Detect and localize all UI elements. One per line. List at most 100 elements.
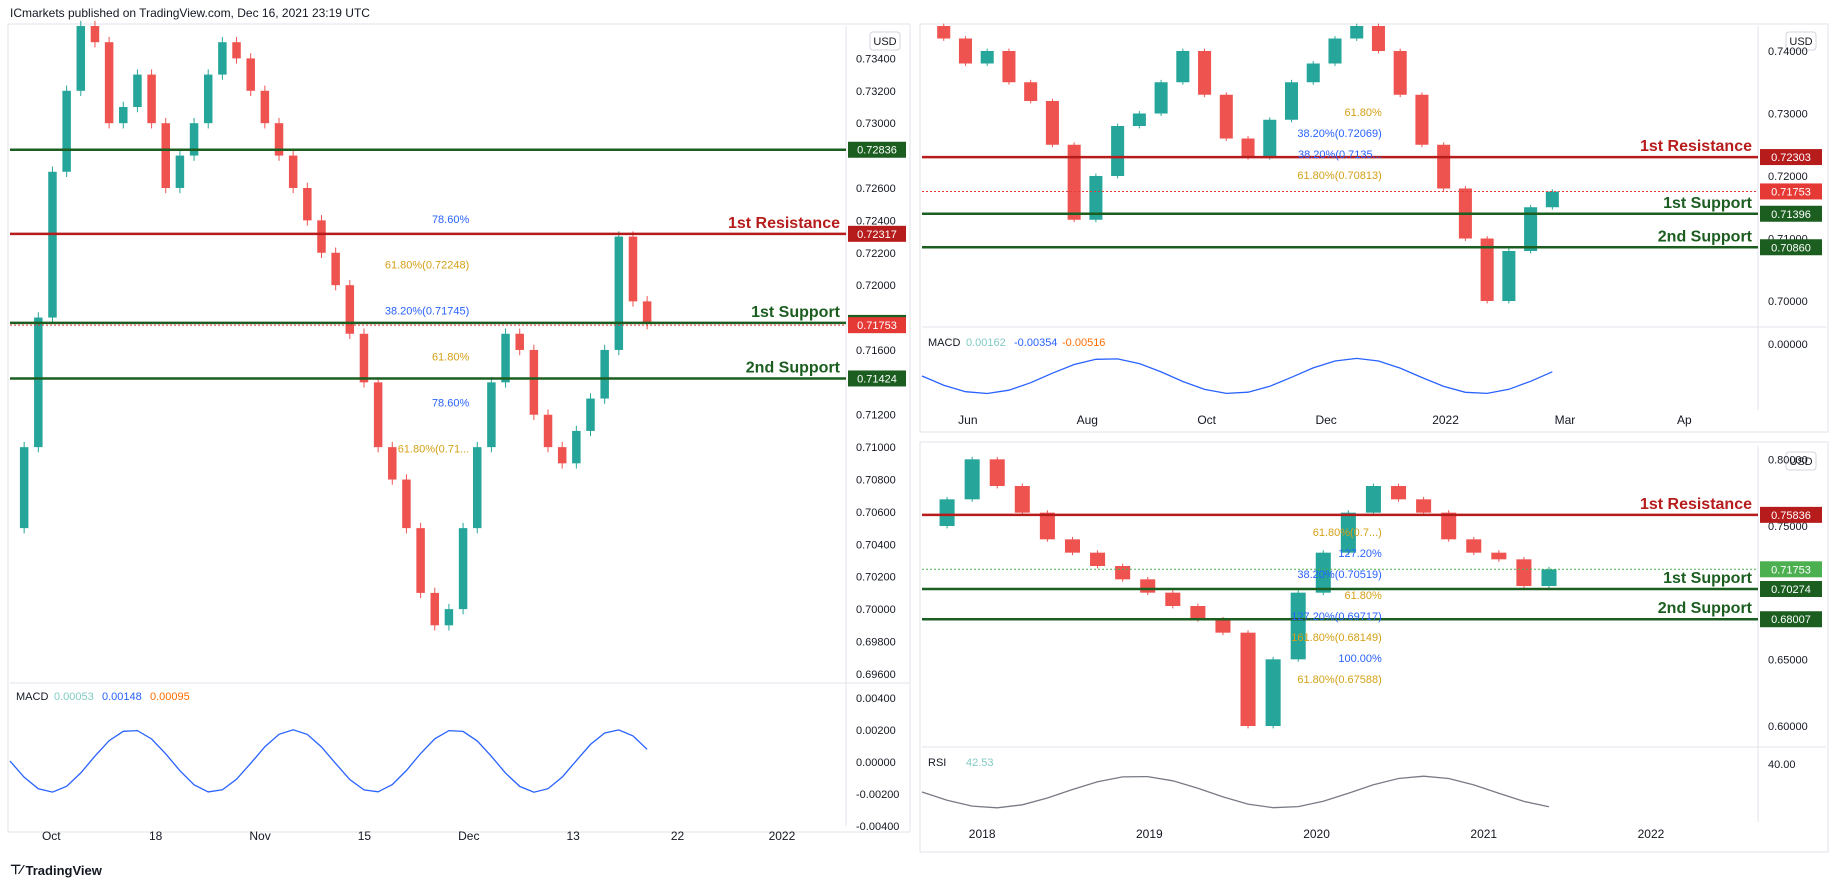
candle-body <box>1024 82 1038 101</box>
y-tick-label: 0.69800 <box>856 637 896 649</box>
fib-annotation: 61.80%(0.70813) <box>1297 170 1381 182</box>
indicator-name: MACD <box>928 337 960 349</box>
indicator-tick: 0.00400 <box>856 693 896 705</box>
candle-body <box>62 90 71 172</box>
price-tag-box <box>1760 561 1822 578</box>
level-1st-resistance: 0.75836 1st Resistance <box>922 496 1822 523</box>
candle-body <box>1111 126 1125 176</box>
candle-body <box>529 349 539 415</box>
x-tick-label: Dec <box>458 829 479 843</box>
candle-body <box>989 459 1005 486</box>
candle-body <box>1240 632 1256 726</box>
currency-badge-box <box>1785 31 1817 51</box>
candle-body <box>402 479 411 529</box>
price-tag-box <box>1760 205 1822 222</box>
candle-body <box>147 74 156 124</box>
candle-body <box>119 106 128 124</box>
y-tick-label: 0.73400 <box>856 53 896 65</box>
level-1st-resistance: 0.72303 1st Resistance <box>922 138 1822 166</box>
candle-body <box>1480 238 1494 301</box>
candle-body <box>1371 26 1385 51</box>
fib-annotation: 127.20% <box>1338 548 1382 560</box>
candle-body <box>1393 51 1407 95</box>
y-tick-label: 0.72000 <box>856 280 896 292</box>
x-tick-label: 2022 <box>1638 827 1665 841</box>
level-2nd-support: 0.70860 2nd Support <box>922 228 1822 256</box>
indicator-tick: -0.00200 <box>856 789 899 801</box>
x-tick-label: Dec <box>1315 413 1336 427</box>
candle-body <box>1340 512 1356 553</box>
panel-right-bottom-border <box>919 441 1829 853</box>
candle-body <box>1198 51 1212 95</box>
y-tick-label: 0.70200 <box>856 572 896 584</box>
indicator-rsi: RSI 42.53 40.00 <box>921 757 1796 809</box>
candle-body <box>572 430 581 464</box>
fib-label: 61.80%(0.7...) <box>1313 527 1382 539</box>
candle-body <box>274 123 284 156</box>
y-tick-label: 0.71200 <box>856 410 896 422</box>
fib-label: 61.80% <box>1344 590 1382 602</box>
price-tag-box <box>1760 183 1822 200</box>
x-tick-label: Jun <box>958 413 977 427</box>
indicator-value: -0.00354 <box>1014 337 1057 349</box>
publisher-header: ICmarkets published on TradingView.com, … <box>10 6 370 20</box>
x-tick-label: Mar <box>1555 413 1576 427</box>
candle-body <box>1491 552 1507 560</box>
fib-annotation: 78.60% <box>432 214 470 226</box>
candle-body <box>416 528 425 593</box>
candle-body <box>628 236 638 302</box>
tradingview-logo-icon: ⊤∕ <box>10 862 22 877</box>
candle-body <box>161 123 170 188</box>
price-tag-label: 0.72303 <box>1771 152 1811 164</box>
candle-body <box>1284 82 1299 120</box>
fib-annotation: 161.80%(0.68149) <box>1291 632 1382 644</box>
x-tick-label: Oct <box>42 829 61 843</box>
candle-body <box>1541 569 1557 586</box>
fib-annotation: 61.80%(0.71... <box>398 443 470 455</box>
candle-body <box>600 349 609 399</box>
level-label: 1st Support <box>1663 570 1753 587</box>
fib-annotation: 78.60% <box>432 397 470 409</box>
candle-body <box>458 528 468 610</box>
candle-body <box>1241 138 1255 158</box>
fib-label: 38.20%(0.7135... <box>1298 149 1382 161</box>
candle-body <box>246 58 255 91</box>
candle-body <box>1437 144 1451 189</box>
y-tick-label: 0.72400 <box>856 215 896 227</box>
chart-panel-right-bottom-weekly: USD0.800000.750000.700000.650000.6000020… <box>921 446 1826 841</box>
candle-body <box>317 220 326 253</box>
indicator-macd: MACD 0.00162 -0.00354 -0.00516 0.00000 <box>921 337 1808 395</box>
candle-body <box>1315 552 1331 593</box>
fib-annotation: 100.00% <box>1338 653 1382 665</box>
candle-body <box>1176 51 1190 83</box>
fib-annotation: 127.20%(0.69717) <box>1291 611 1382 623</box>
price-tag-box <box>848 317 906 334</box>
y-tick-label: 0.75000 <box>1768 521 1808 533</box>
currency-badge: USD <box>1785 451 1817 471</box>
candle-body <box>218 42 227 75</box>
candle-body <box>1290 592 1306 660</box>
x-tick-label: 2022 <box>769 829 796 843</box>
candle-body <box>359 333 369 383</box>
candle-body <box>1502 251 1516 301</box>
candle-body <box>958 38 972 64</box>
price-tag-label: 0.68007 <box>1771 614 1811 626</box>
candle-body <box>34 317 43 448</box>
x-tick-label: Nov <box>249 829 270 843</box>
candle-body <box>189 123 199 156</box>
candle-body <box>1415 94 1429 145</box>
candle-body <box>1090 552 1106 566</box>
fib-label: 161.80%(0.68149) <box>1291 632 1382 644</box>
price-tag-box <box>1760 581 1822 598</box>
level-1st-support: 0.71396 1st Support <box>922 195 1822 222</box>
candle-body <box>133 74 142 107</box>
candle-body <box>345 285 355 334</box>
level-current-price: 0.71753 <box>922 561 1822 578</box>
level-2nd-support: 0.71424 2nd Support <box>10 359 906 387</box>
candle-body <box>1165 592 1181 606</box>
candle-body <box>48 171 57 318</box>
level-1st-support: 0.70274 1st Support <box>922 570 1822 598</box>
candle-body <box>1067 144 1081 220</box>
fib-annotation: 38.20%(0.7135... <box>1298 149 1382 161</box>
